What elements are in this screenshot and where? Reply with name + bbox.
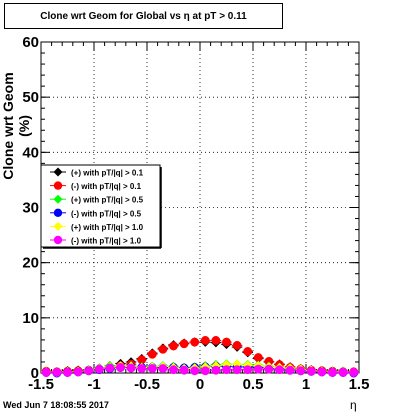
legend-marker	[53, 221, 63, 231]
y-tick-label: 40	[22, 144, 39, 161]
data-point	[232, 340, 242, 350]
data-point	[200, 336, 210, 345]
y-tick-label: 20	[22, 255, 39, 272]
data-point	[63, 367, 72, 377]
data-point	[179, 339, 189, 349]
data-point	[41, 367, 51, 377]
y-tick-label: 60	[22, 34, 39, 51]
data-point	[328, 367, 337, 377]
data-point	[349, 367, 359, 377]
x-tick-label: -1	[87, 376, 100, 393]
legend-label: (+) with pT/|q| > 0.5	[71, 196, 144, 205]
legend-entry: (-) with pT/|q| > 0.5	[50, 208, 142, 218]
legend-entry: (+) with pT/|q| > 0.5	[50, 194, 144, 205]
data-point	[264, 364, 274, 374]
data-point	[179, 365, 189, 375]
axis-ticks: -1.5 -1 -0.5 0 0.5 1 1.5 0 10 20 30 40 50 60	[22, 34, 369, 393]
series-5	[41, 363, 359, 377]
legend-entry: (-) with pT/|q| > 1.0	[50, 235, 142, 246]
x-tick-label: -0.5	[134, 376, 160, 393]
data-point	[338, 367, 348, 377]
legend-marker	[53, 167, 63, 177]
legend-entry: (+) with pT/|q| > 0.1	[50, 167, 144, 178]
data-point	[52, 367, 62, 377]
data-point	[285, 365, 295, 375]
data-point	[158, 364, 168, 374]
data-point	[84, 366, 94, 376]
legend-box	[40, 164, 161, 248]
legend-label: (+) with pT/|q| > 0.1	[71, 169, 144, 178]
data-point	[137, 364, 147, 374]
y-tick-label: 10	[22, 310, 39, 327]
data-point	[169, 365, 178, 375]
legend-entry: (-) with pT/|q| > 0.1	[50, 181, 142, 191]
x-axis-label: η	[350, 398, 357, 412]
data-point	[275, 365, 284, 375]
x-tick-label: 0	[196, 376, 204, 393]
data-point	[243, 347, 253, 356]
data-point	[222, 337, 231, 347]
data-point	[116, 363, 125, 372]
legend-entry: (+) with pT/|q| > 1.0	[50, 221, 144, 232]
data-point	[317, 367, 327, 377]
data-point	[222, 365, 231, 375]
datestamp: Wed Jun 7 18:08:55 2017	[3, 400, 109, 410]
series-markers	[41, 336, 359, 378]
legend-marker	[53, 208, 63, 217]
data-point	[232, 365, 242, 375]
legend-label: (-) with pT/|q| > 0.1	[71, 182, 142, 191]
data-point	[200, 366, 210, 376]
data-point	[306, 366, 316, 376]
y-tick-label: 50	[22, 89, 39, 106]
data-point	[190, 337, 200, 347]
data-point	[190, 366, 200, 376]
legend-marker	[53, 181, 63, 190]
chart-title: Clone wrt Geom for Global vs η at pT > 0…	[4, 3, 283, 29]
data-point	[147, 364, 157, 374]
x-tick-label: 1	[302, 376, 310, 393]
data-point	[94, 364, 104, 374]
y-tick-label: 30	[22, 200, 39, 217]
data-point	[211, 365, 221, 375]
data-point	[169, 341, 178, 351]
legend-label: (-) with pT/|q| > 1.0	[71, 237, 142, 246]
legend: (+) with pT/|q| > 0.1 (-) with pT/|q| > 0…	[40, 164, 162, 249]
data-point	[105, 363, 115, 373]
x-tick-label: -1.5	[28, 376, 54, 393]
legend-label: (+) with pT/|q| > 1.0	[71, 223, 144, 232]
legend-label: (-) with pT/|q| > 0.5	[71, 209, 142, 218]
data-point	[73, 367, 83, 377]
data-point	[253, 364, 263, 374]
legend-marker	[53, 194, 63, 204]
data-point	[243, 365, 253, 375]
data-point	[147, 349, 157, 359]
data-point	[211, 336, 221, 345]
y-axis-label: Clone wrt Geom (%)	[0, 72, 32, 180]
x-tick-label: 1.5	[349, 376, 370, 393]
y-tick-label: 0	[31, 365, 39, 382]
data-point	[158, 344, 168, 354]
data-point	[296, 366, 306, 376]
data-point	[126, 363, 136, 373]
x-tick-label: 0.5	[243, 376, 264, 393]
legend-marker	[53, 235, 63, 245]
